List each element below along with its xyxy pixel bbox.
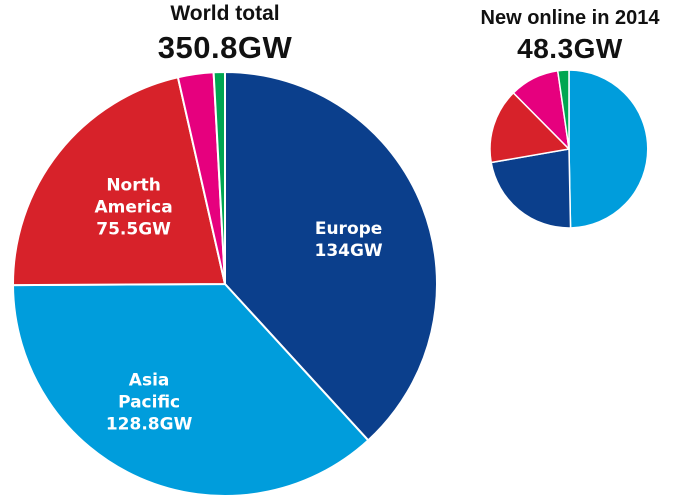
new-online-value: 48.3GW: [517, 33, 623, 64]
new-online-title: New online in 2014: [480, 7, 660, 29]
pie-slice-other-0: [568, 69, 649, 229]
pie-slice-other-4: [212, 71, 226, 285]
pie-slice-other-1: [490, 148, 572, 229]
pie-slice-other-2: [489, 92, 570, 164]
pie-slice-other-4: [556, 69, 570, 150]
slice-label-europe: Europe 134GW: [314, 219, 382, 261]
pie-slice-europe: [224, 71, 438, 442]
new-online-pie: [489, 69, 649, 229]
world-total-title: World total: [170, 2, 280, 25]
slice-label-north-america: North America 75.5GW: [95, 176, 173, 240]
world-total-value: 350.8GW: [157, 30, 293, 65]
slice-label-asia-pacific: Asia Pacific 128.8GW: [106, 371, 193, 435]
pie-slice-north-america: [11, 76, 226, 287]
world-total-pie: Europe 134GW Asia Pacific 128.8GW North Americ…: [11, 71, 438, 497]
pie-slice-asia-pacific: [12, 283, 370, 497]
